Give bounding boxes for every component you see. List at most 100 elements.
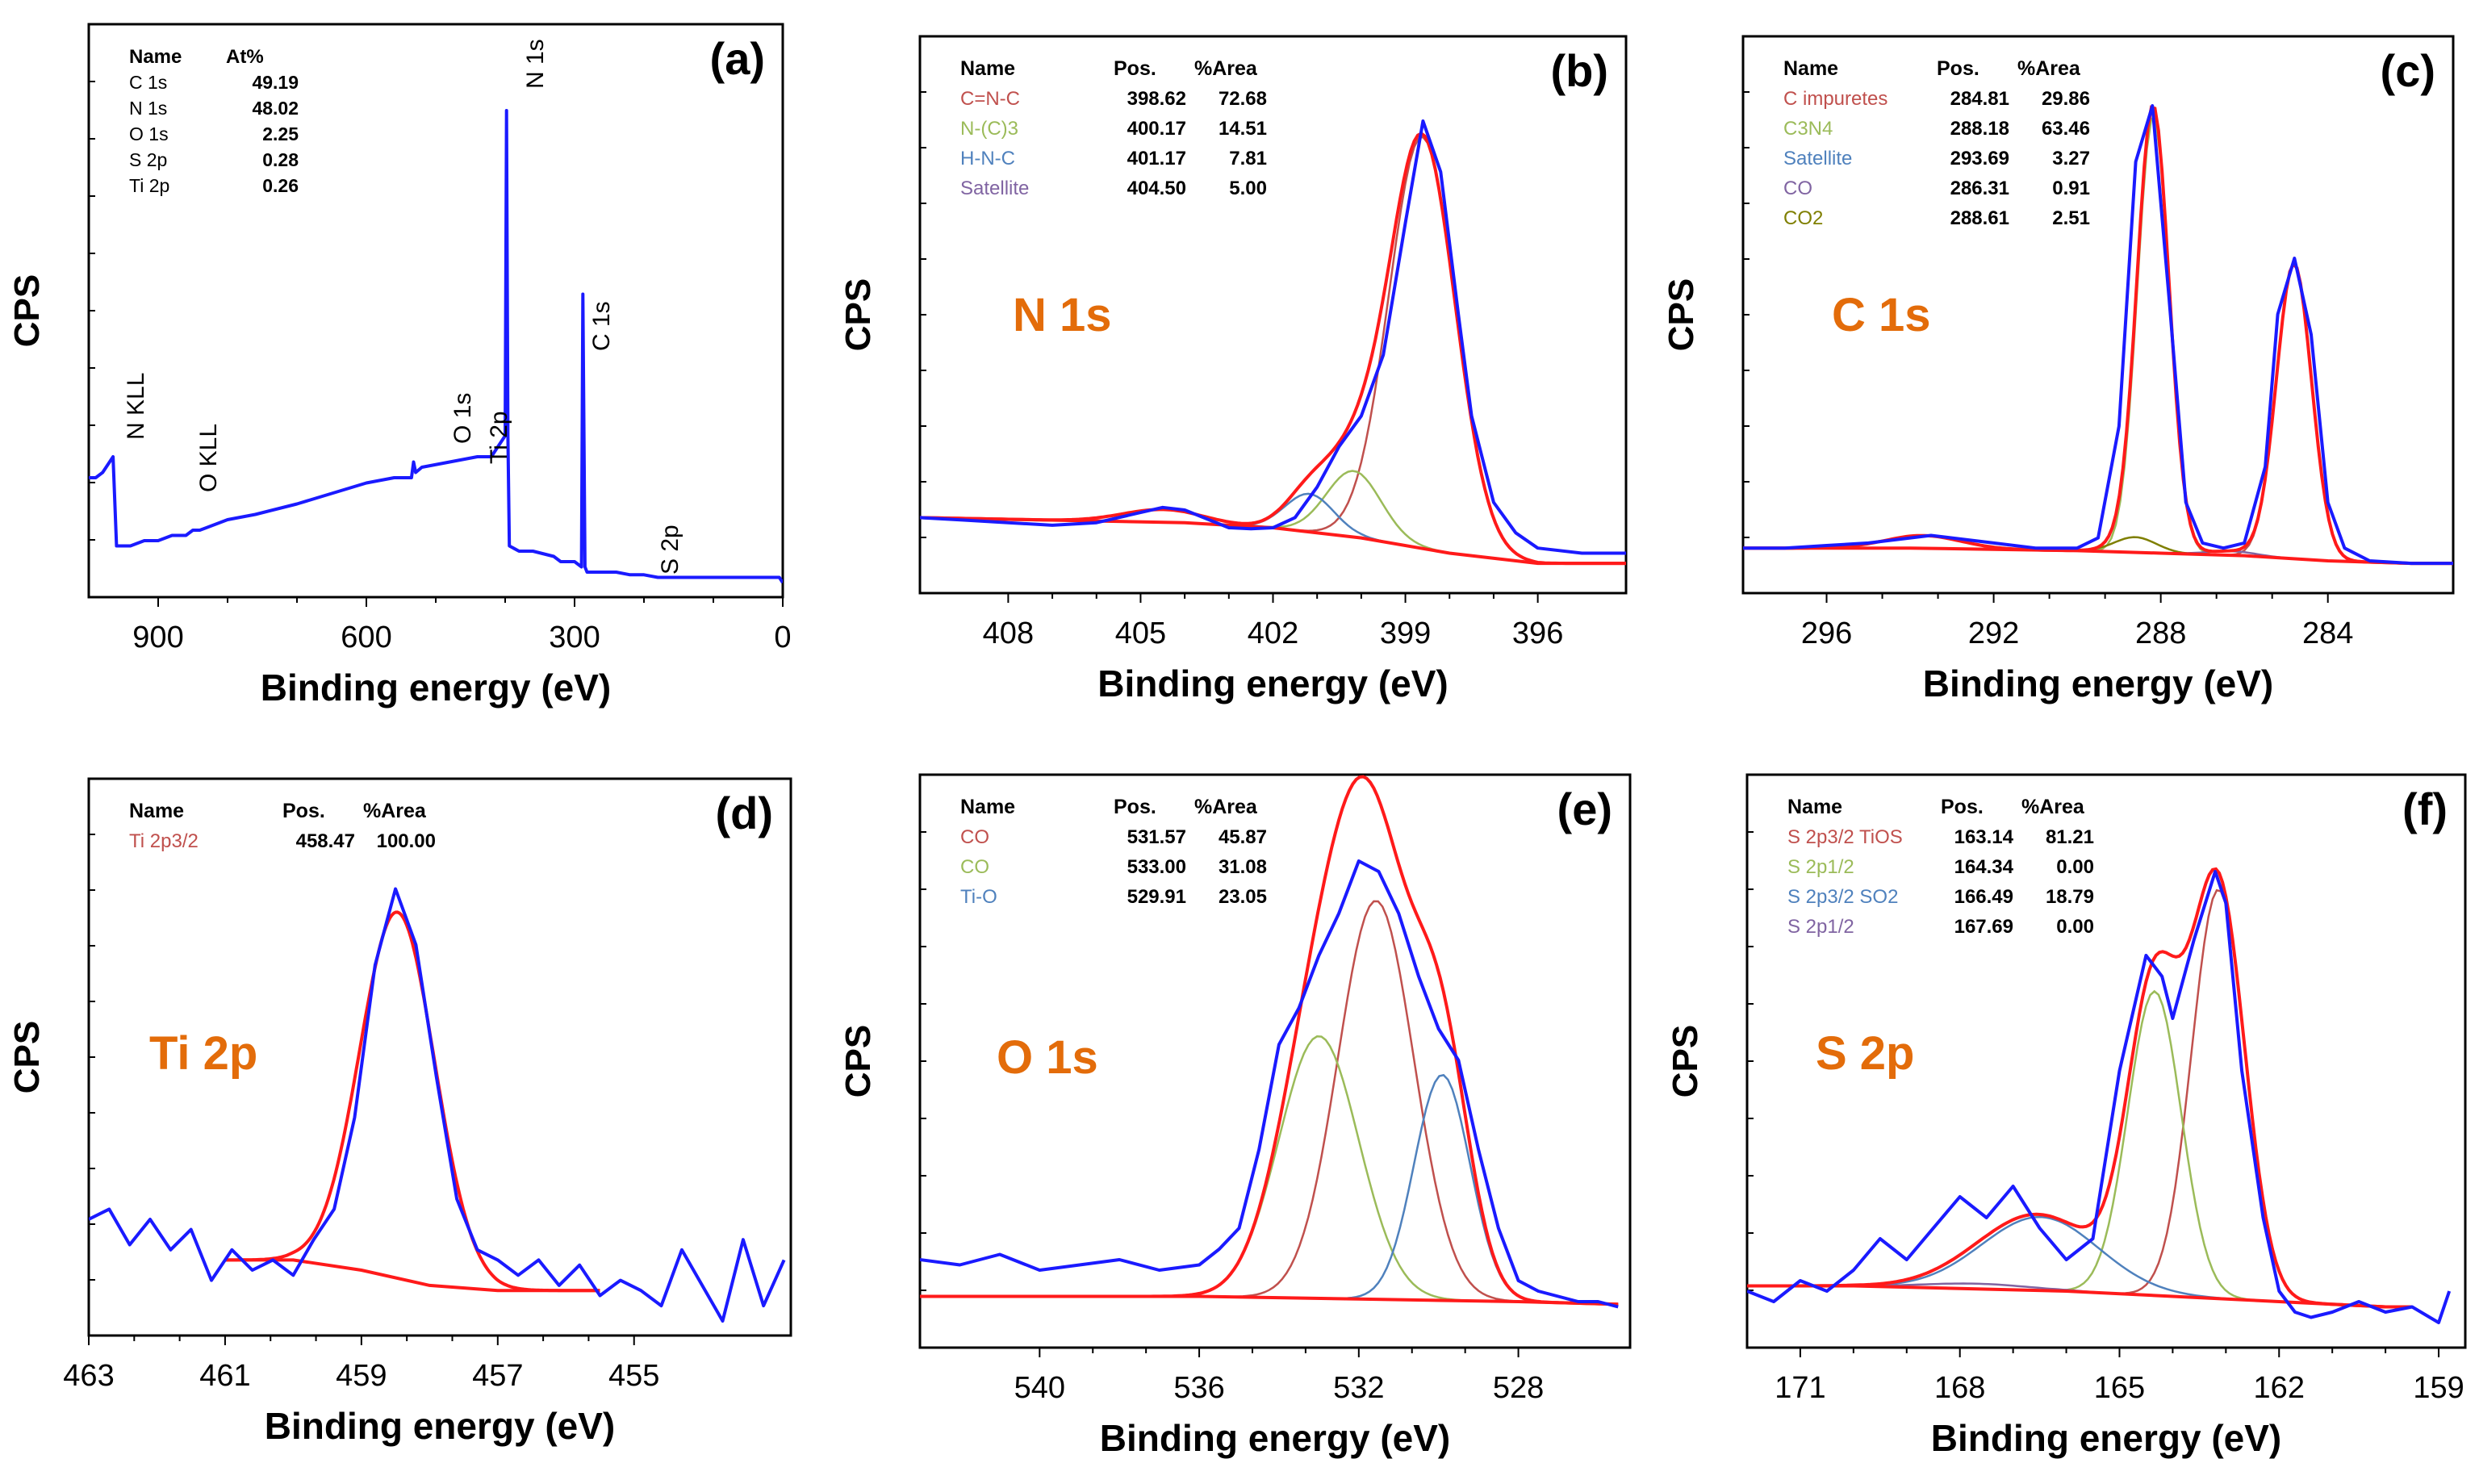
background-line <box>920 516 1626 566</box>
x-tick-label: 168 <box>1934 1371 1985 1405</box>
region-title: S 2p <box>1816 1027 1915 1080</box>
x-tick-label: 284 <box>2302 617 2353 650</box>
table-cell: 288.61 <box>1950 207 2009 229</box>
table-row-name: S 2p1/2 <box>1787 856 1854 878</box>
table-row-name: C impuretes <box>1783 88 1887 110</box>
table-cell: 0.00 <box>2056 856 2094 878</box>
x-tick-label: 900 <box>132 621 183 654</box>
x-axis-label: Binding energy (eV) <box>261 667 611 709</box>
table-header: Name <box>960 796 1015 818</box>
x-axis-label: Binding energy (eV) <box>1923 663 2273 704</box>
table-header: Pos. <box>1114 796 1156 818</box>
table-cell: 45.87 <box>1219 826 1267 848</box>
plot-area-a <box>89 109 783 584</box>
plot-frame-a <box>87 23 784 599</box>
peak-label: Ti 2p <box>486 411 512 464</box>
table-cell: 167.69 <box>1954 916 2013 938</box>
y-axis-label: CPS <box>1666 1025 1705 1097</box>
panel-f: 171 168 165 162 159 Binding energy (eV) CPS (f)… <box>1666 773 2467 1459</box>
table-header: Pos. <box>1941 796 1984 818</box>
y-axis-label: CPS <box>838 1025 878 1097</box>
table-cell: 0.00 <box>2056 916 2094 938</box>
table-cell: 48.02 <box>252 98 299 119</box>
table-header: Name <box>960 57 1015 80</box>
table-row-name: CO2 <box>1783 207 1823 229</box>
table-cell: 49.19 <box>252 72 299 93</box>
x-tick-label: 600 <box>341 621 391 654</box>
y-axis-label: CPS <box>7 1021 47 1093</box>
table-row-name: O 1s <box>129 123 169 144</box>
table-cell: 293.69 <box>1950 148 2009 169</box>
background-line <box>224 1258 600 1293</box>
x-tick-label: 532 <box>1333 1371 1384 1405</box>
peak-label: C 1s <box>588 301 615 351</box>
x-axis-label: Binding energy (eV) <box>1100 1417 1450 1459</box>
table-header: At% <box>226 46 264 68</box>
table-header: Name <box>1787 796 1842 818</box>
table-cell: 14.51 <box>1219 118 1267 140</box>
x-tick-label: 292 <box>1968 617 2019 650</box>
x-tick-label: 457 <box>472 1359 523 1393</box>
background-line <box>920 1294 1619 1306</box>
table-cell: 458.47 <box>296 830 355 852</box>
table-cell: 31.08 <box>1219 856 1267 878</box>
table-cell: 72.68 <box>1219 88 1267 110</box>
table-header: %Area <box>363 800 427 822</box>
table-row-name: S 2p1/2 <box>1787 916 1854 938</box>
table-header: Pos. <box>1114 57 1156 80</box>
panel-c: 296 292 288 284 Binding energy (eV) CPS (c) C 1… <box>1662 35 2455 704</box>
table-cell: 2.25 <box>262 123 299 144</box>
table-cell: 284.81 <box>1950 88 2009 110</box>
table-cell: 529.91 <box>1127 886 1186 908</box>
y-axis-label: CPS <box>838 278 878 351</box>
panel-label-e: (e) <box>1557 784 1612 834</box>
table-row-name: C=N-C <box>960 88 1020 110</box>
table-row-name: Satellite <box>1783 148 1852 169</box>
x-tick-label: 165 <box>2094 1371 2145 1405</box>
x-tick-label: 171 <box>1775 1371 1825 1405</box>
table-header: %Area <box>2021 796 2085 818</box>
spectrum-line <box>920 119 1626 555</box>
spectrum-line <box>1747 870 2452 1324</box>
component-curve <box>920 136 1626 565</box>
x-tick-label: 459 <box>336 1359 387 1393</box>
x-tick-label: 159 <box>2413 1371 2464 1405</box>
table-row-name: C 1s <box>129 72 167 93</box>
x-axis-label: Binding energy (eV) <box>265 1405 615 1447</box>
x-tick-label: 296 <box>1801 617 1852 650</box>
table-row-name: Satellite <box>960 178 1029 199</box>
table-header: Pos. <box>282 800 325 822</box>
table-cell: 398.62 <box>1127 88 1186 110</box>
panel-e: 540 536 532 528 Binding energy (eV) CPS (e) O 1… <box>838 773 1632 1459</box>
panel-d: 463 461 459 457 455 Binding energy (eV) CPS (d)… <box>7 777 792 1447</box>
region-title: Ti 2p <box>149 1027 257 1080</box>
spectrum-line <box>89 887 786 1323</box>
table-cell: 3.27 <box>2052 148 2090 169</box>
component-curve <box>224 911 600 1292</box>
region-title: C 1s <box>1832 289 1931 341</box>
x-tick-label: 408 <box>983 617 1034 650</box>
x-tick-label: 405 <box>1115 617 1166 650</box>
x-tick-label: 396 <box>1512 617 1563 650</box>
table-row-name: CO <box>1783 178 1812 199</box>
envelope-curve <box>224 910 600 1293</box>
x-axis-label: Binding energy (eV) <box>1931 1417 2281 1459</box>
x-tick-label: 288 <box>2135 617 2186 650</box>
plot-area-e <box>920 775 1619 1309</box>
table-cell: 401.17 <box>1127 148 1186 169</box>
peak-label: S 2p <box>657 525 684 575</box>
panel-b: 408 405 402 399 396 Binding energy (eV) CPS (b)… <box>838 35 1628 704</box>
region-title: O 1s <box>997 1031 1098 1084</box>
table-cell: 0.26 <box>262 175 299 196</box>
table-header: Name <box>1783 57 1838 80</box>
table-cell: 286.31 <box>1950 178 2009 199</box>
table-cell: 531.57 <box>1127 826 1186 848</box>
table-cell: 100.00 <box>377 830 436 852</box>
x-tick-label: 300 <box>549 621 600 654</box>
fit-table-e: Name Pos. %Area CO 531.57 45.87 CO 533.00 31.08 T… <box>960 796 1267 908</box>
x-tick-label: 463 <box>63 1359 114 1393</box>
table-cell: 164.34 <box>1954 856 2014 878</box>
x-tick-label: 455 <box>608 1359 659 1393</box>
peak-label: N 1s <box>522 39 549 89</box>
